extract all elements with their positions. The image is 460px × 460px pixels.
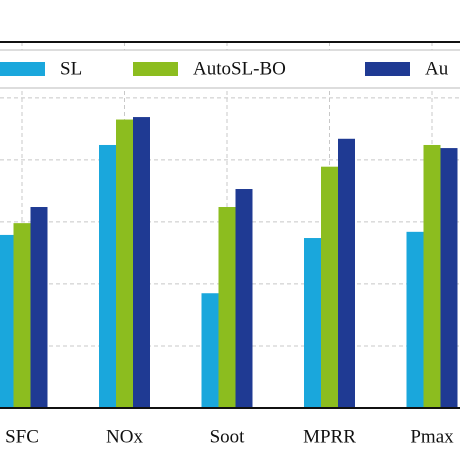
bar: [201, 293, 219, 408]
bar: [133, 117, 150, 408]
bar: [13, 223, 31, 408]
legend-box: [0, 49, 460, 89]
bar: [321, 166, 338, 408]
bar: [30, 207, 48, 408]
x-tick-label: SFC: [5, 426, 39, 447]
x-tick-label: NOx: [106, 426, 143, 447]
bar: [0, 234, 14, 408]
bar: [338, 138, 355, 408]
bar: [304, 238, 321, 408]
bar: [440, 148, 458, 408]
x-tick-label: Pmax: [410, 426, 454, 447]
legend-swatch: [365, 62, 410, 76]
x-tick-label: Soot: [210, 426, 246, 447]
x-tick-label: MPRR: [303, 426, 356, 447]
bar: [406, 231, 424, 408]
legend-swatch: [133, 62, 178, 76]
legend-label: Au: [425, 58, 449, 79]
legend: SL AutoSL-BO Au: [0, 58, 449, 79]
legend-swatch: [0, 62, 45, 76]
bar: [218, 207, 236, 408]
bar: [423, 144, 441, 409]
bar: [99, 144, 116, 409]
legend-label: AutoSL-BO: [193, 58, 286, 79]
bars: [0, 117, 458, 409]
legend-label: SL: [60, 58, 82, 79]
bar: [116, 119, 133, 409]
bar: [235, 189, 253, 408]
